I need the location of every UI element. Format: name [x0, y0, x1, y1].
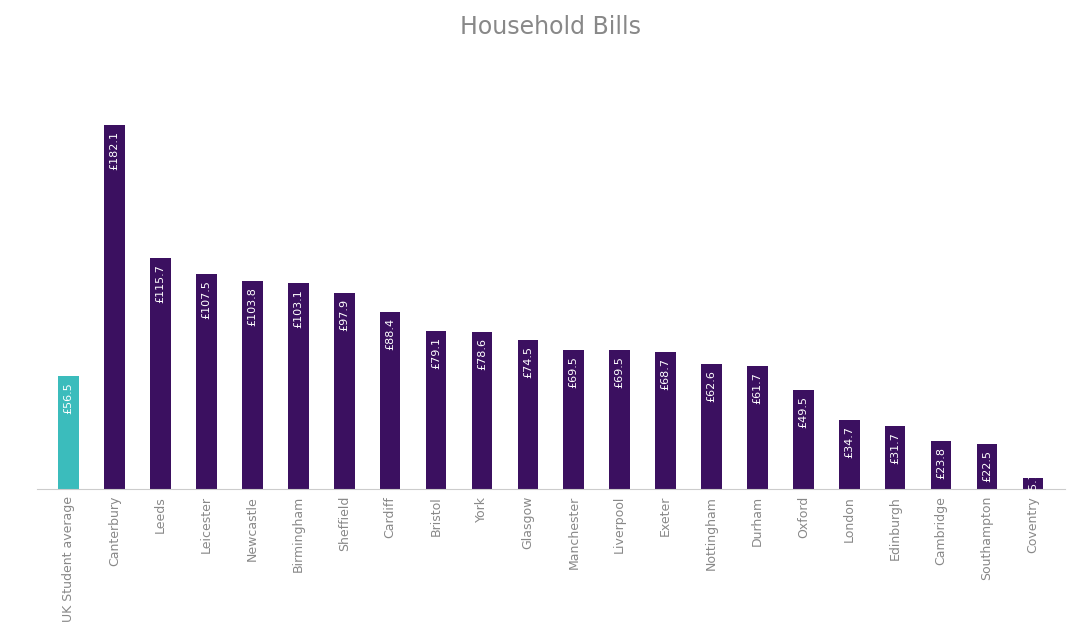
Text: £88.4: £88.4: [386, 318, 395, 350]
Bar: [931, 441, 951, 489]
Text: £103.1: £103.1: [294, 289, 303, 327]
Bar: [747, 366, 768, 489]
Text: £182.1: £182.1: [110, 131, 120, 170]
Text: £5.7: £5.7: [1028, 471, 1038, 496]
Text: £69.5: £69.5: [569, 356, 579, 388]
Bar: [701, 364, 721, 489]
Text: £79.1: £79.1: [431, 337, 441, 369]
Bar: [609, 350, 630, 489]
Text: £31.7: £31.7: [890, 432, 900, 464]
Text: £23.8: £23.8: [936, 447, 946, 480]
Bar: [1023, 478, 1043, 489]
Title: Household Bills: Household Bills: [460, 15, 642, 39]
Bar: [885, 426, 905, 489]
Text: £74.5: £74.5: [523, 346, 532, 378]
Text: £69.5: £69.5: [615, 356, 624, 388]
Text: £62.6: £62.6: [706, 370, 716, 402]
Bar: [150, 257, 171, 489]
Text: £56.5: £56.5: [64, 382, 73, 414]
Bar: [334, 293, 354, 489]
Bar: [793, 390, 813, 489]
Bar: [426, 331, 446, 489]
Bar: [242, 282, 262, 489]
Text: £49.5: £49.5: [798, 396, 808, 428]
Text: £103.8: £103.8: [247, 287, 257, 326]
Text: £22.5: £22.5: [982, 450, 991, 482]
Bar: [380, 312, 401, 489]
Bar: [197, 274, 217, 489]
Bar: [656, 352, 676, 489]
Bar: [288, 283, 309, 489]
Bar: [472, 332, 492, 489]
Bar: [839, 420, 860, 489]
Text: £61.7: £61.7: [753, 371, 762, 403]
Text: £115.7: £115.7: [156, 264, 165, 303]
Text: £107.5: £107.5: [202, 280, 212, 319]
Bar: [564, 350, 584, 489]
Bar: [58, 376, 79, 489]
Bar: [976, 444, 997, 489]
Text: £34.7: £34.7: [845, 426, 854, 457]
Text: £78.6: £78.6: [477, 338, 487, 370]
Bar: [105, 125, 125, 489]
Bar: [517, 340, 538, 489]
Text: £68.7: £68.7: [661, 357, 671, 390]
Text: £97.9: £97.9: [339, 299, 349, 331]
